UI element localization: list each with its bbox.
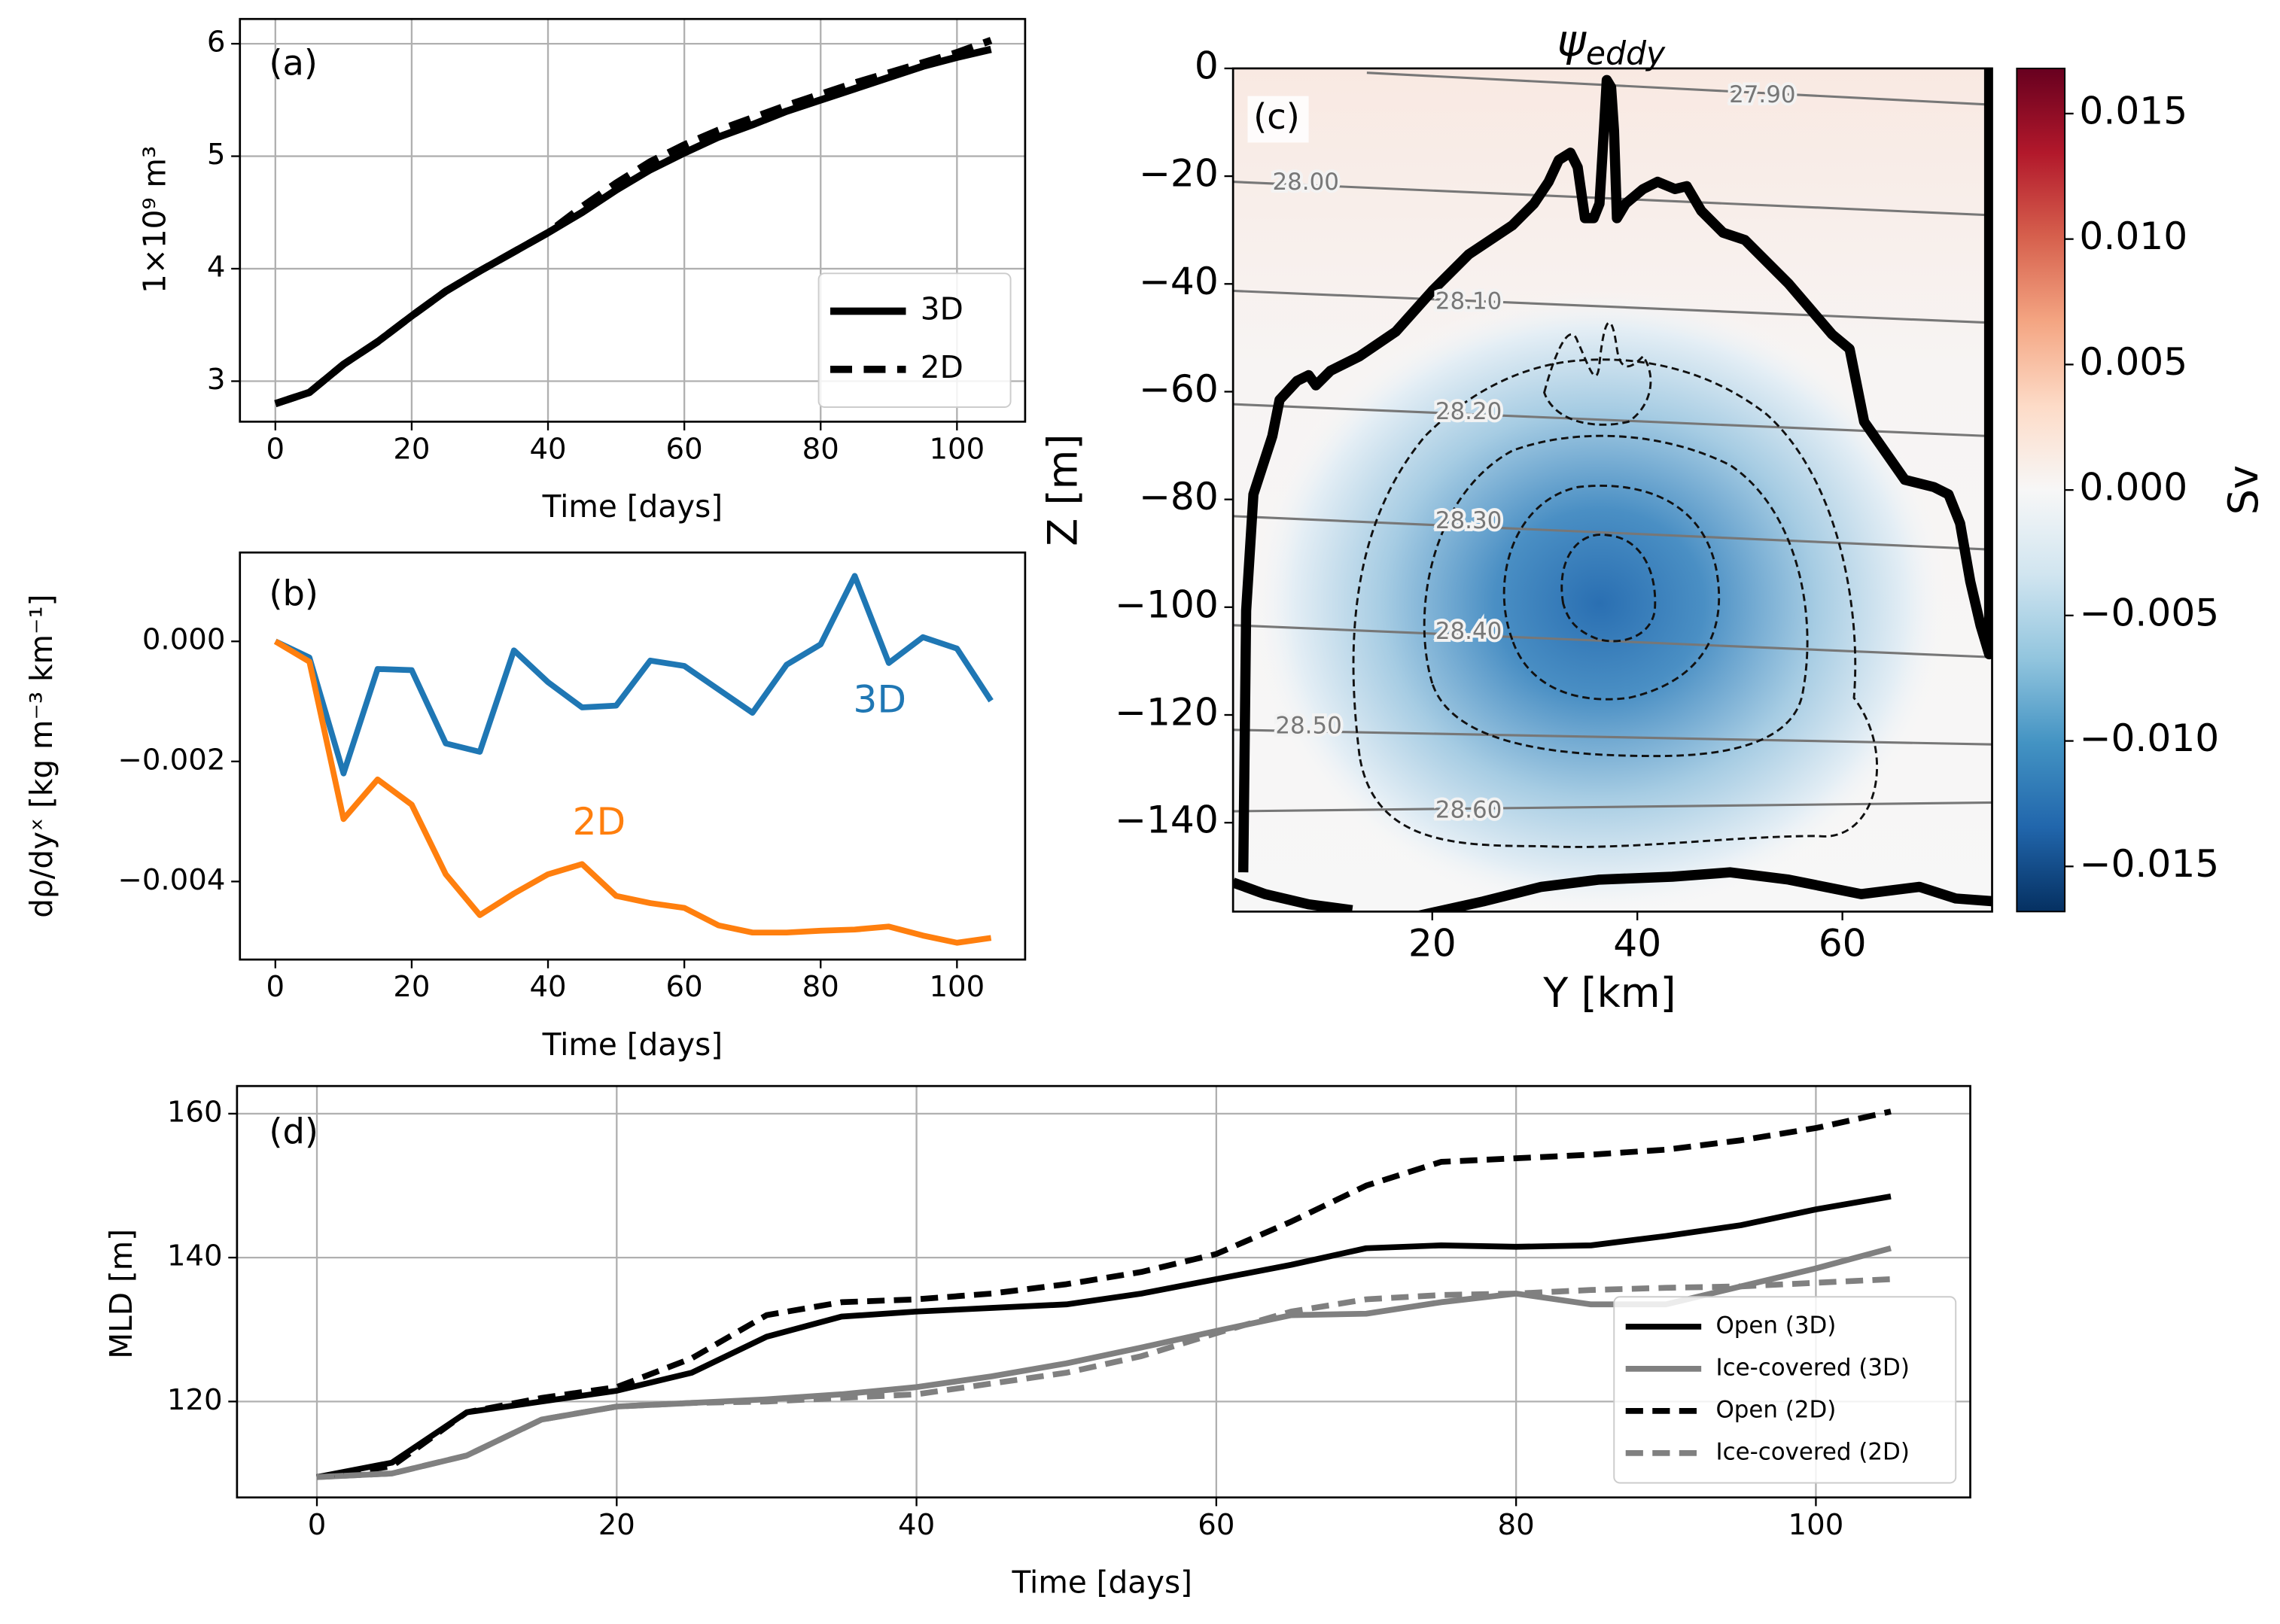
panel-label: (c) bbox=[1253, 96, 1300, 137]
y-tick-label: −140 bbox=[1115, 798, 1219, 842]
y-tick-label: 5 bbox=[207, 138, 226, 172]
contour-label: 28.20 bbox=[1435, 398, 1502, 425]
legend-label: 2D bbox=[921, 349, 963, 385]
y-tick-label: 3 bbox=[207, 363, 226, 397]
y-tick-label: −0.004 bbox=[117, 863, 225, 897]
y-tick-label: 0.000 bbox=[142, 623, 226, 657]
heatmap-field bbox=[1233, 68, 1992, 912]
colorbar-tick-label: 0.000 bbox=[2079, 465, 2187, 509]
axes-frame bbox=[236, 1084, 1971, 1499]
x-tick-label: 40 bbox=[898, 1508, 935, 1542]
x-tick-label: 100 bbox=[1788, 1508, 1844, 1542]
panel-label: (a) bbox=[269, 43, 318, 84]
x-tick-label: 40 bbox=[529, 970, 566, 1004]
heatmap-title: ψeddy bbox=[1557, 15, 1666, 72]
axes-frame bbox=[1231, 67, 1993, 913]
legend-label: Ice-covered (2D) bbox=[1715, 1438, 1909, 1465]
title-subscript: eddy bbox=[1586, 35, 1666, 72]
panel-label: (b) bbox=[269, 573, 318, 614]
panel-label-bg bbox=[1247, 96, 1309, 143]
line-series bbox=[273, 638, 992, 946]
legend-box bbox=[817, 272, 1012, 408]
x-tick-label: 80 bbox=[1498, 1508, 1535, 1542]
title-symbol: ψ bbox=[1557, 15, 1587, 66]
y-tick-label: 0 bbox=[1195, 43, 1219, 87]
dashed-contours bbox=[1352, 321, 1878, 848]
line-series bbox=[274, 573, 994, 777]
x-axis-label: Time [days] bbox=[542, 1026, 723, 1063]
colorbar bbox=[2016, 67, 2066, 913]
x-tick-label: 20 bbox=[393, 970, 430, 1004]
x-tick-label: 100 bbox=[929, 970, 985, 1004]
y-tick-label: 160 bbox=[167, 1095, 223, 1129]
x-tick-label: 80 bbox=[802, 432, 839, 466]
y-tick-label: 140 bbox=[167, 1239, 223, 1273]
colorbar-label: Sv bbox=[2220, 465, 2267, 515]
y-axis-label: dρ/dyˣ [kg m⁻³ km⁻¹] bbox=[23, 595, 59, 918]
x-tick-label: 0 bbox=[308, 1508, 327, 1542]
y-tick-label: 6 bbox=[207, 26, 226, 59]
y-tick-label: 4 bbox=[207, 251, 226, 284]
x-axis-label: Time [days] bbox=[1012, 1565, 1192, 1601]
contour-label: 28.40 bbox=[1435, 618, 1502, 645]
contour-label: 28.50 bbox=[1275, 712, 1341, 739]
panel-label: (d) bbox=[269, 1111, 318, 1151]
y-axis-label: MLD [m] bbox=[103, 1229, 139, 1359]
colorbar-tick-label: 0.010 bbox=[2079, 214, 2187, 258]
contour-label: 28.30 bbox=[1435, 507, 1502, 534]
y-tick-label: 120 bbox=[167, 1383, 223, 1417]
line-series bbox=[316, 1109, 1892, 1480]
colorbar-tick-label: −0.010 bbox=[2079, 716, 2219, 760]
x-tick-label: 40 bbox=[529, 432, 566, 466]
contour-label: 28.10 bbox=[1435, 287, 1502, 315]
x-tick-label: 100 bbox=[929, 432, 985, 466]
annotation: 3D bbox=[853, 677, 906, 722]
x-tick-label: 40 bbox=[1613, 920, 1661, 965]
x-tick-label: 20 bbox=[393, 432, 430, 466]
y-tick-label: −100 bbox=[1115, 582, 1219, 626]
bottom-contour bbox=[1233, 867, 1992, 912]
axes-frame bbox=[239, 17, 1027, 423]
line-series bbox=[316, 1276, 1892, 1480]
contour-label: 28.00 bbox=[1273, 169, 1339, 196]
colorbar-tick-label: −0.005 bbox=[2079, 590, 2219, 634]
y-tick-label: −120 bbox=[1115, 690, 1219, 734]
x-axis-label: Time [days] bbox=[542, 488, 723, 525]
x-tick-label: 60 bbox=[1198, 1508, 1234, 1542]
x-tick-label: 0 bbox=[266, 432, 285, 466]
y-axis-label: 1×10⁹ m³ bbox=[137, 146, 173, 293]
axes-frame bbox=[239, 551, 1027, 961]
colorbar-tick-label: 0.015 bbox=[2079, 88, 2187, 132]
y-tick-label: −0.002 bbox=[117, 743, 225, 777]
contour-label: 27.90 bbox=[1729, 81, 1795, 108]
x-tick-label: 60 bbox=[1819, 920, 1867, 965]
x-tick-label: 60 bbox=[666, 970, 703, 1004]
legend-label: 3D bbox=[921, 291, 963, 327]
zero-contour bbox=[1237, 68, 1992, 873]
x-tick-label: 20 bbox=[598, 1508, 635, 1542]
heatmap-blob bbox=[1250, 290, 1949, 912]
colorbar-tick-label: 0.005 bbox=[2079, 339, 2187, 384]
contour-label: 28.60 bbox=[1435, 797, 1502, 824]
y-tick-label: −60 bbox=[1139, 366, 1219, 411]
y-tick-label: −40 bbox=[1139, 259, 1219, 303]
line-series bbox=[316, 1194, 1892, 1480]
legend-label: Open (3D) bbox=[1715, 1312, 1836, 1339]
x-tick-label: 0 bbox=[266, 970, 285, 1004]
x-tick-label: 20 bbox=[1408, 920, 1457, 965]
y-tick-label: −20 bbox=[1139, 151, 1219, 196]
y-tick-label: −80 bbox=[1139, 474, 1219, 519]
line-series bbox=[274, 37, 993, 407]
legend-label: Open (2D) bbox=[1715, 1396, 1836, 1423]
legend-label: Ice-covered (3D) bbox=[1715, 1354, 1909, 1381]
y-axis-label: Z [m] bbox=[1040, 434, 1087, 546]
x-tick-label: 60 bbox=[666, 432, 703, 466]
x-axis-label: Y [km] bbox=[1542, 969, 1676, 1017]
annotation: 2D bbox=[573, 799, 626, 844]
legend-box bbox=[1613, 1296, 1957, 1484]
colorbar-tick-label: −0.015 bbox=[2079, 841, 2219, 886]
x-tick-label: 80 bbox=[802, 970, 839, 1004]
